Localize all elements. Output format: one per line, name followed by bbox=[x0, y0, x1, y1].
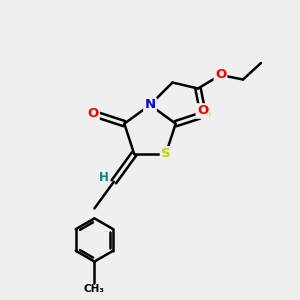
Text: S: S bbox=[202, 107, 212, 120]
Text: O: O bbox=[215, 68, 226, 82]
Text: O: O bbox=[87, 107, 99, 120]
Text: H: H bbox=[98, 171, 108, 184]
Text: O: O bbox=[197, 104, 208, 118]
Text: S: S bbox=[161, 147, 171, 160]
Text: CH₃: CH₃ bbox=[84, 284, 105, 294]
Text: N: N bbox=[144, 98, 156, 112]
